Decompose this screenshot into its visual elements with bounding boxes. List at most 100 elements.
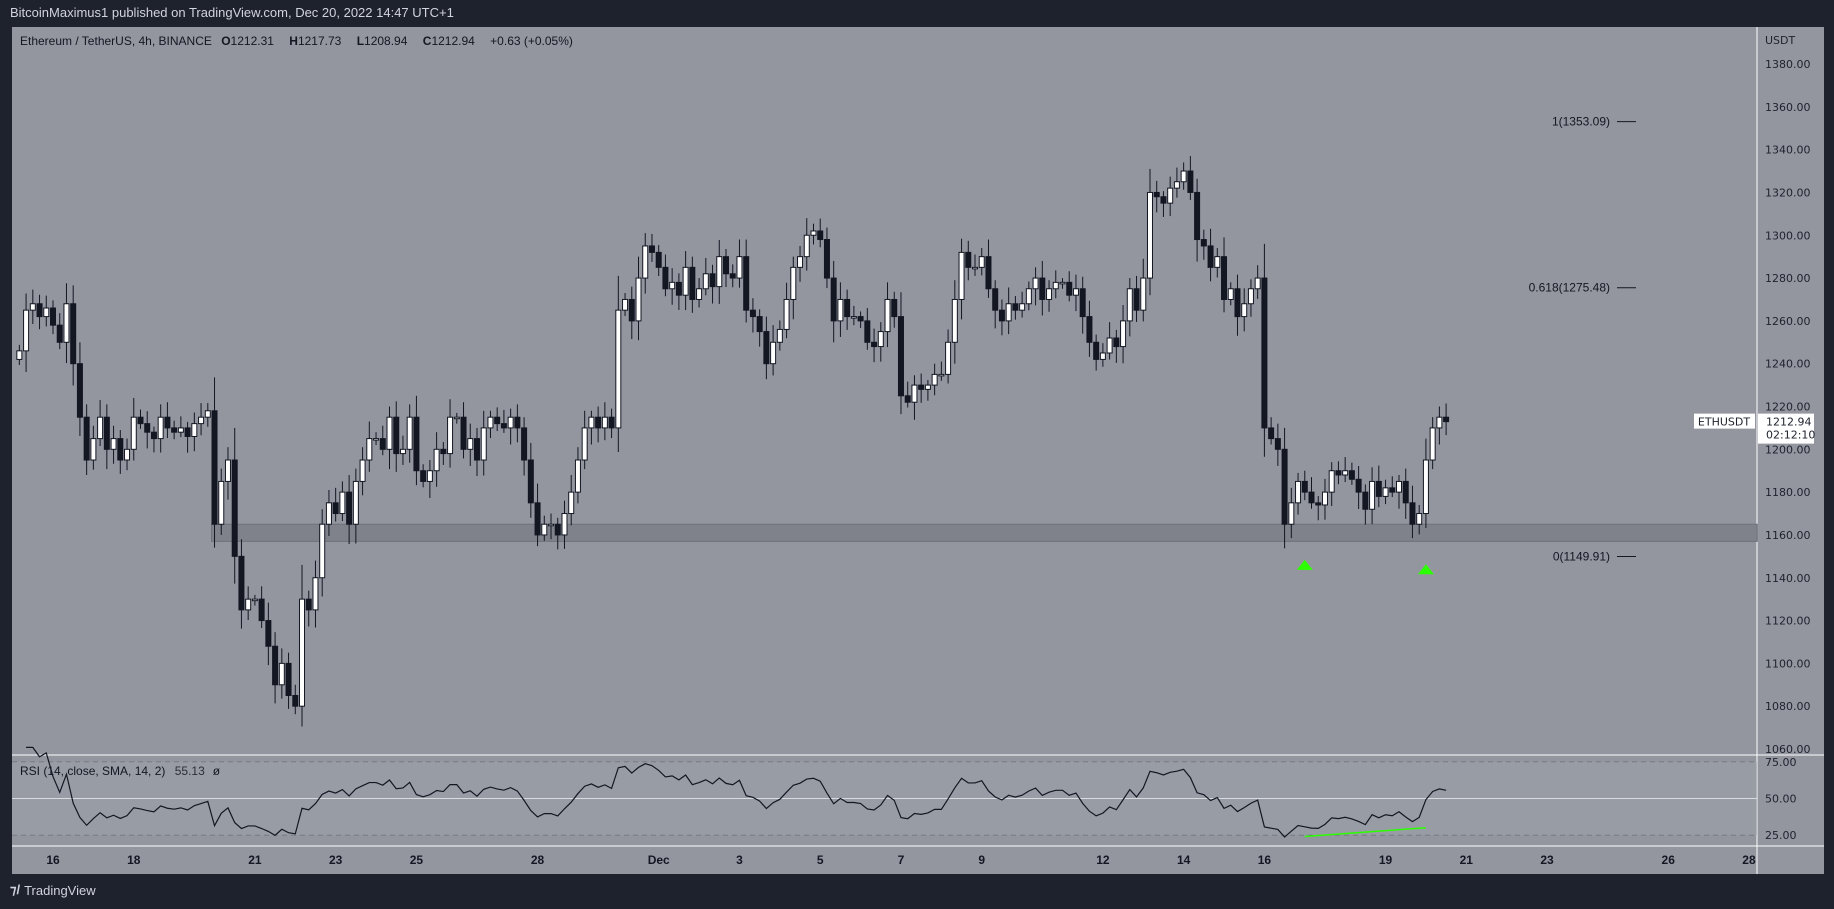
- candle: [325, 489, 332, 537]
- candle-body: [743, 256, 750, 311]
- candle: [157, 404, 164, 453]
- candle: [972, 254, 979, 276]
- rsi-label[interactable]: RSI (14, close, SMA, 14, 2) 55.13 ø: [20, 764, 221, 778]
- candle-body: [1382, 487, 1389, 497]
- candle: [177, 416, 184, 438]
- candle: [1295, 472, 1302, 515]
- rsi-divergence-line[interactable]: [1304, 826, 1426, 838]
- candle-body: [1173, 181, 1180, 189]
- candle: [897, 292, 904, 415]
- time-axis-tick: 12: [1096, 853, 1110, 867]
- symbol-name[interactable]: Ethereum / TetherUS, 4h, BINANCE: [20, 34, 212, 48]
- candle: [1180, 162, 1187, 190]
- candle-body: [911, 384, 918, 403]
- candle-body: [1241, 303, 1248, 318]
- support-zone-rectangle[interactable]: [211, 523, 1758, 542]
- ohlc-high: H1217.73: [289, 34, 342, 48]
- candle-body: [1032, 277, 1039, 290]
- candle: [305, 590, 312, 627]
- time-axis-tick: 18: [127, 853, 141, 867]
- candle: [144, 411, 151, 449]
- candle: [272, 632, 279, 704]
- candle-body: [945, 341, 952, 375]
- candle-body: [251, 598, 258, 602]
- candle: [379, 425, 386, 456]
- candle-body: [1180, 170, 1187, 183]
- time-axis-tick: 16: [1258, 853, 1272, 867]
- candle: [1086, 300, 1093, 357]
- candle-body: [541, 523, 548, 536]
- candle: [1389, 476, 1396, 498]
- price-change: +0.63 (+0.05%): [490, 34, 573, 48]
- candle-body: [749, 309, 756, 318]
- candle: [1241, 288, 1248, 332]
- candle-body: [1375, 480, 1382, 497]
- candle-body: [1315, 502, 1322, 506]
- tradingview-logo-icon[interactable]: ⁊/: [10, 882, 21, 897]
- chart-panel[interactable]: [12, 27, 1824, 874]
- candle: [473, 427, 480, 477]
- candle: [1167, 176, 1174, 217]
- candle-body: [177, 427, 184, 433]
- candle: [50, 300, 56, 335]
- candle: [783, 282, 790, 339]
- candle-body: [1059, 281, 1066, 285]
- candle: [1059, 278, 1066, 289]
- candle-body: [500, 423, 507, 429]
- footer-brand[interactable]: TradingView: [24, 882, 96, 898]
- candle: [729, 264, 736, 288]
- candle-body: [184, 427, 191, 437]
- candle: [1355, 466, 1362, 510]
- candle: [723, 248, 729, 288]
- candle: [292, 684, 299, 715]
- price-axis-tick: 1300.00: [1765, 229, 1811, 242]
- candle-body: [938, 373, 945, 377]
- candle-body: [871, 341, 878, 348]
- candle-body: [951, 298, 958, 343]
- candle-body: [245, 598, 252, 611]
- candle-body: [124, 448, 131, 461]
- candle-body: [70, 303, 77, 365]
- candle-body: [1227, 288, 1234, 300]
- candle-body: [1194, 191, 1201, 241]
- candle: [339, 481, 346, 522]
- time-axis-tick: 9: [978, 853, 985, 867]
- candle-body: [763, 331, 770, 365]
- candle-body: [1025, 288, 1032, 305]
- candle: [918, 373, 925, 403]
- candle-body: [1396, 480, 1402, 493]
- candle-body: [305, 598, 312, 611]
- candle-body: [366, 438, 373, 461]
- candle-body: [1221, 256, 1228, 300]
- candle-body: [790, 266, 797, 300]
- candle-body: [352, 480, 359, 525]
- candle: [1160, 191, 1167, 217]
- candle: [1187, 156, 1194, 200]
- candle-body: [770, 341, 777, 365]
- candle-body: [211, 410, 218, 525]
- ohlc-low: L1208.94: [356, 34, 408, 48]
- candle-body: [325, 502, 332, 525]
- candle-body: [312, 577, 319, 611]
- candle: [1281, 427, 1288, 549]
- candle-body: [965, 251, 972, 268]
- candle-body: [723, 256, 729, 275]
- candle: [83, 404, 90, 475]
- candle: [588, 410, 595, 445]
- fib-level-label: 0(1149.91): [1553, 550, 1610, 564]
- candle: [299, 564, 306, 727]
- candle-body: [83, 416, 90, 461]
- candle: [507, 408, 514, 445]
- candle-body: [992, 288, 999, 311]
- price-axis-tick: 1220.00: [1765, 401, 1811, 414]
- candle: [951, 280, 958, 364]
- candle-body: [998, 309, 1005, 322]
- candle-body: [588, 416, 595, 429]
- candle-body: [1099, 352, 1106, 360]
- candle-body: [1052, 281, 1059, 290]
- candle-body: [850, 316, 857, 319]
- candle-body: [480, 427, 487, 461]
- candle: [487, 410, 494, 439]
- candle: [1375, 465, 1382, 508]
